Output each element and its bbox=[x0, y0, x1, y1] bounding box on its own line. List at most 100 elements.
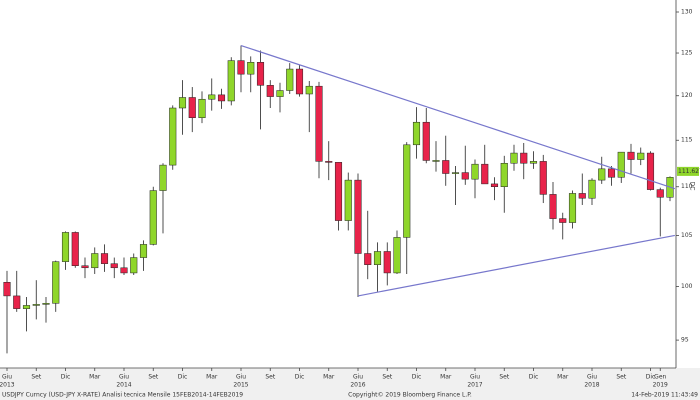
candle-body bbox=[637, 152, 645, 160]
footer-right: 14-Feb-2019 11:43:49 bbox=[631, 392, 698, 399]
y-tick-label: 130 bbox=[681, 9, 693, 16]
candle-body bbox=[159, 164, 167, 191]
candle-body bbox=[266, 85, 274, 97]
candle-body bbox=[383, 251, 391, 274]
candle-body bbox=[422, 121, 430, 161]
x-tick-label: Set bbox=[148, 374, 159, 381]
x-tick-label: Giu bbox=[470, 374, 480, 381]
year-label: 2018 bbox=[584, 382, 599, 389]
candle-body bbox=[217, 94, 226, 102]
candle-body bbox=[539, 161, 547, 195]
x-tick-label: Giu bbox=[353, 374, 363, 381]
x-tick-label: Giu bbox=[587, 374, 597, 381]
candle-body bbox=[139, 244, 148, 258]
candle-body bbox=[607, 168, 616, 178]
y-tick-label: 100 bbox=[681, 283, 693, 290]
side-label: DC bbox=[689, 182, 696, 191]
candle-body bbox=[256, 62, 265, 86]
candle-body bbox=[52, 261, 60, 304]
x-tick-label: Dic bbox=[529, 374, 539, 381]
candle-body bbox=[393, 237, 401, 274]
candle-body bbox=[315, 85, 323, 162]
candle-body bbox=[227, 60, 235, 102]
candle-body bbox=[559, 218, 567, 223]
candle-body bbox=[520, 152, 528, 164]
year-label: 2019 bbox=[653, 382, 668, 389]
x-tick-label: Dic bbox=[646, 374, 656, 381]
candle-body bbox=[71, 232, 79, 266]
candle-body bbox=[588, 179, 596, 199]
y-tick-label: 105 bbox=[681, 232, 693, 239]
candle-body bbox=[3, 282, 11, 297]
candle-body bbox=[364, 253, 372, 265]
candle-body bbox=[198, 98, 206, 119]
candle-body bbox=[334, 162, 343, 221]
x-tick-label: Mar bbox=[440, 374, 452, 381]
candle-body bbox=[442, 160, 450, 174]
candle-body bbox=[61, 232, 70, 262]
candle-body bbox=[100, 253, 109, 264]
candle-body bbox=[471, 163, 479, 180]
candle-body bbox=[178, 97, 187, 109]
candle-body bbox=[208, 94, 216, 100]
year-label: 2014 bbox=[116, 382, 131, 389]
x-tick-label: Mar bbox=[557, 374, 569, 381]
x-tick-label: Dic bbox=[61, 374, 71, 381]
x-tick-label: Mar bbox=[323, 374, 335, 381]
candle-body bbox=[617, 151, 625, 178]
candle-body bbox=[412, 121, 421, 146]
footer-band bbox=[0, 368, 700, 400]
candle-body bbox=[32, 304, 40, 306]
x-tick-label: Mar bbox=[206, 374, 218, 381]
x-tick-label: Dic bbox=[178, 374, 188, 381]
candle-body bbox=[646, 152, 655, 190]
y-tick-label: 125 bbox=[681, 50, 693, 57]
candle-body bbox=[354, 179, 362, 254]
candle-body bbox=[81, 265, 89, 269]
candle-body bbox=[403, 144, 411, 238]
x-tick-label: Dic bbox=[412, 374, 422, 381]
year-label: 2015 bbox=[233, 382, 248, 389]
candle-body bbox=[373, 251, 382, 265]
x-tick-label: Gen bbox=[654, 374, 666, 381]
candle-body bbox=[490, 183, 499, 187]
footer-center: Copyright© 2019 Bloomberg Finance L.P. bbox=[348, 392, 472, 399]
x-tick-label: Set bbox=[265, 374, 276, 381]
candle-body bbox=[451, 172, 460, 174]
candle-body bbox=[149, 190, 157, 245]
x-tick-label: Set bbox=[499, 374, 510, 381]
candle-body bbox=[578, 193, 586, 199]
trendline bbox=[240, 44, 676, 190]
candle-body bbox=[481, 163, 489, 185]
trendline bbox=[357, 234, 675, 297]
candle-body bbox=[568, 193, 577, 223]
candle-body bbox=[325, 161, 333, 163]
x-tick-label: Giu bbox=[2, 374, 12, 381]
candle-body bbox=[510, 152, 518, 164]
y-tick-label: 115 bbox=[681, 137, 693, 144]
last-price-label: 111.627 bbox=[678, 168, 700, 175]
year-label: 2013 bbox=[0, 382, 15, 389]
candle-body bbox=[188, 97, 196, 119]
candle-body bbox=[130, 257, 138, 274]
last-price-box bbox=[677, 166, 699, 176]
candle-body bbox=[247, 62, 255, 75]
candle-body bbox=[344, 179, 352, 221]
candle-body bbox=[529, 161, 538, 164]
footer-left: USDJPY Curncy (USD-JPY X-RATE) Analisi t… bbox=[2, 392, 243, 399]
candle-body bbox=[286, 68, 294, 91]
candle-body bbox=[91, 253, 99, 269]
candle-body bbox=[13, 295, 21, 309]
candle-body bbox=[110, 263, 118, 269]
x-tick-label: Set bbox=[382, 374, 393, 381]
candle-body bbox=[656, 189, 664, 198]
candle-body bbox=[120, 267, 128, 274]
year-label: 2017 bbox=[467, 382, 482, 389]
x-tick-label: Set bbox=[31, 374, 42, 381]
candle-body bbox=[549, 194, 557, 219]
candle-body bbox=[169, 107, 177, 166]
candle-body bbox=[22, 305, 31, 309]
candle-body bbox=[500, 162, 508, 187]
